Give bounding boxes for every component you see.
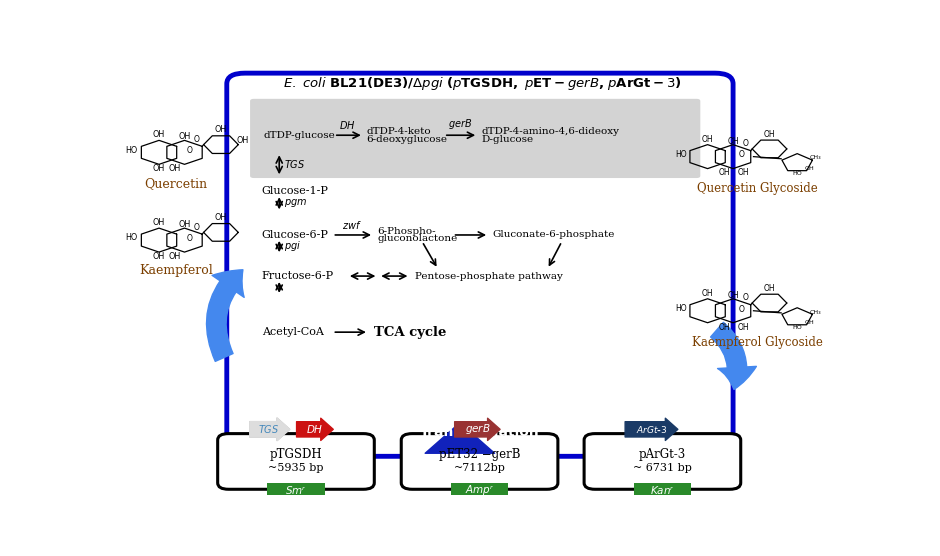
- Text: OH: OH: [718, 322, 730, 331]
- Text: ~5935 bp: ~5935 bp: [268, 463, 323, 473]
- Text: OH: OH: [215, 212, 227, 222]
- Text: HO: HO: [675, 304, 686, 313]
- FancyArrowPatch shape: [250, 418, 290, 440]
- Text: CH₃: CH₃: [809, 156, 822, 161]
- Text: OH: OH: [728, 291, 739, 300]
- Text: HO: HO: [792, 171, 802, 176]
- Text: O: O: [739, 151, 744, 160]
- Text: O: O: [194, 223, 199, 232]
- Text: Expression Vectors: Expression Vectors: [406, 476, 554, 490]
- Text: dTDP-4-keto: dTDP-4-keto: [367, 127, 431, 136]
- Text: $\it{Kanʳ}$: $\it{Kanʳ}$: [650, 484, 675, 496]
- FancyArrowPatch shape: [625, 418, 678, 440]
- Text: HO: HO: [675, 150, 686, 159]
- Text: Transformation: Transformation: [419, 425, 540, 439]
- Text: Kaempferol Glycoside: Kaempferol Glycoside: [692, 336, 822, 349]
- Text: $\bf{\it{E.\ coli}}$ $\bf{BL21(DE3)/}$$\bf{\it{\Delta pgi}}$ $\bf{(}$$\bf{\it{p}: $\bf{\it{E.\ coli}}$ $\bf{BL21(DE3)/}$$\…: [283, 75, 681, 92]
- Text: pET32 −gerB: pET32 −gerB: [439, 448, 521, 461]
- Text: D-glucose: D-glucose: [481, 135, 534, 143]
- Text: O: O: [187, 146, 193, 155]
- Text: OH: OH: [179, 220, 191, 229]
- FancyArrowPatch shape: [455, 418, 500, 440]
- FancyBboxPatch shape: [227, 73, 733, 456]
- Text: $\it{gerB}$: $\it{gerB}$: [447, 117, 472, 131]
- Text: $\it{zwf}$: $\it{zwf}$: [342, 219, 362, 231]
- Text: OH: OH: [215, 125, 227, 134]
- Text: OH: OH: [153, 252, 165, 261]
- Text: Kaempferol: Kaempferol: [139, 265, 212, 277]
- Text: OH: OH: [738, 322, 749, 331]
- Text: Glucose-1-P: Glucose-1-P: [261, 186, 329, 196]
- FancyBboxPatch shape: [451, 483, 509, 496]
- Text: $\it{ArGt}$-$\it{3}$: $\it{ArGt}$-$\it{3}$: [635, 424, 667, 435]
- Text: OH: OH: [728, 137, 739, 146]
- Text: OH: OH: [179, 132, 191, 141]
- Text: O: O: [194, 135, 199, 144]
- Text: dTDP-glucose: dTDP-glucose: [263, 131, 335, 140]
- Text: HO: HO: [792, 325, 802, 330]
- Text: OH: OH: [718, 168, 730, 177]
- FancyBboxPatch shape: [584, 434, 741, 489]
- Text: gluconolactone: gluconolactone: [378, 234, 458, 244]
- Text: OH: OH: [702, 135, 713, 144]
- Text: Acetyl-CoA: Acetyl-CoA: [261, 327, 323, 337]
- Text: O: O: [739, 305, 744, 314]
- Text: OH: OH: [805, 166, 814, 171]
- Text: 6-deoxyglucose: 6-deoxyglucose: [367, 135, 447, 143]
- Text: $\it{Ampʳ}$: $\it{Ampʳ}$: [465, 483, 494, 497]
- Text: TCA cycle: TCA cycle: [374, 326, 446, 339]
- Text: Glucose-6-P: Glucose-6-P: [261, 230, 329, 240]
- FancyArrowPatch shape: [425, 423, 494, 453]
- Text: HO: HO: [125, 234, 137, 242]
- Text: OH: OH: [763, 284, 776, 293]
- Text: O: O: [743, 140, 748, 148]
- FancyBboxPatch shape: [401, 434, 557, 489]
- Text: OH: OH: [805, 320, 814, 325]
- Text: $\it{DH}$: $\it{DH}$: [306, 423, 323, 435]
- Text: Quercetin Glycoside: Quercetin Glycoside: [697, 182, 818, 195]
- Text: OH: OH: [702, 289, 713, 298]
- Text: OH: OH: [169, 252, 181, 261]
- Text: Pentose-phosphate pathway: Pentose-phosphate pathway: [415, 271, 563, 281]
- FancyArrowPatch shape: [297, 418, 334, 440]
- Text: CH₃: CH₃: [809, 310, 822, 315]
- Text: ~7112bp: ~7112bp: [454, 463, 506, 473]
- Text: $\it{pgm}$: $\it{pgm}$: [284, 197, 307, 209]
- Text: OH: OH: [153, 164, 165, 173]
- Text: $\it{Smʳ}$: $\it{Smʳ}$: [285, 484, 306, 496]
- Text: $\it{gerB}$: $\it{gerB}$: [464, 423, 491, 436]
- FancyArrowPatch shape: [711, 322, 757, 389]
- FancyArrowPatch shape: [207, 270, 244, 361]
- Text: O: O: [187, 234, 193, 243]
- Text: dTDP-4-amino-4,6-dideoxy: dTDP-4-amino-4,6-dideoxy: [481, 127, 619, 136]
- Text: Quercetin: Quercetin: [144, 177, 208, 190]
- Text: 6-Phospho-: 6-Phospho-: [378, 227, 436, 236]
- Text: Gluconate-6-phosphate: Gluconate-6-phosphate: [493, 231, 615, 240]
- Text: ~ 6731 bp: ~ 6731 bp: [633, 463, 692, 473]
- Text: OH: OH: [237, 136, 249, 145]
- Text: HO: HO: [125, 146, 137, 155]
- Text: $\it{pgi}$: $\it{pgi}$: [284, 239, 302, 253]
- Text: Fructose-6-P: Fructose-6-P: [261, 271, 334, 281]
- Text: pTGSDH: pTGSDH: [270, 448, 322, 461]
- FancyBboxPatch shape: [218, 434, 374, 489]
- Text: OH: OH: [738, 168, 749, 177]
- Text: pArGt-3: pArGt-3: [639, 448, 686, 461]
- Text: $\it{TGS}$: $\it{TGS}$: [258, 423, 280, 435]
- FancyBboxPatch shape: [250, 99, 700, 178]
- Text: OH: OH: [763, 130, 776, 139]
- FancyBboxPatch shape: [634, 483, 691, 496]
- Text: $\it{DH}$: $\it{DH}$: [339, 118, 356, 131]
- Text: OH: OH: [153, 130, 165, 139]
- Text: O: O: [743, 294, 748, 302]
- FancyBboxPatch shape: [267, 483, 324, 496]
- Text: OH: OH: [169, 164, 181, 173]
- Text: OH: OH: [153, 217, 165, 227]
- Text: $\it{TGS}$: $\it{TGS}$: [284, 158, 306, 170]
